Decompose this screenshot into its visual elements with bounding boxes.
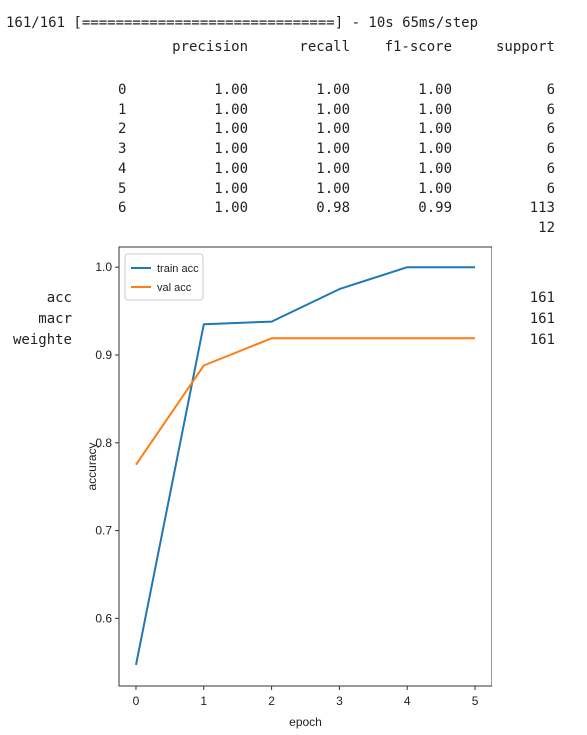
summary-support: 161 <box>529 332 555 348</box>
row-precision: 1.00 <box>214 141 248 158</box>
summary-support: 161 <box>529 311 555 327</box>
legend: train acc val acc <box>124 253 204 301</box>
row-recall: 1.00 <box>316 160 350 177</box>
header-support: support <box>495 39 555 55</box>
series-lines <box>135 266 475 666</box>
row-recall: 1.00 <box>316 101 350 118</box>
row-precision: 1.00 <box>214 82 248 98</box>
axes-frame <box>118 246 492 687</box>
row-precision: 1.00 <box>214 160 248 177</box>
row-recall: 1.00 <box>316 141 350 158</box>
y-tick-label: 0.7 <box>95 524 112 538</box>
row-support: 12 <box>538 219 555 236</box>
summary-support: 161 <box>529 290 555 306</box>
row-support: 6 <box>546 141 555 158</box>
row-recall: 1.00 <box>316 121 350 138</box>
row-label: 1 <box>118 101 127 118</box>
row-f1-score: 1.00 <box>418 101 452 118</box>
y-tick-label: 0.9 <box>95 348 112 362</box>
summary-label: acc <box>46 290 72 306</box>
legend-box <box>124 253 204 301</box>
accuracy-plot: 0.6 0.7 0.8 0.9 1.0 0 1 2 3 4 5 epoch accuracy tr… <box>72 242 492 735</box>
row-f1-score: 1.00 <box>418 180 452 197</box>
x-tick-label: 4 <box>404 694 411 708</box>
row-f1-score: 1.00 <box>418 141 452 158</box>
row-support: 6 <box>546 160 555 177</box>
y-tick-label: 0.8 <box>95 436 112 450</box>
row-support: 113 <box>529 200 555 217</box>
row-precision: 1.00 <box>214 121 248 138</box>
row-label: 2 <box>118 121 127 138</box>
series-line-1 <box>135 337 475 466</box>
row-f1-score: 0.99 <box>418 200 452 217</box>
y-axis-ticks: 0.6 0.7 0.8 0.9 1.0 <box>95 260 119 625</box>
x-tick-label: 1 <box>200 694 207 708</box>
y-axis-label: accuracy <box>85 442 99 490</box>
row-support: 6 <box>546 82 555 98</box>
summary-label: weighte <box>12 332 72 348</box>
row-precision: 1.00 <box>214 180 248 197</box>
y-tick-label: 1.0 <box>95 260 112 274</box>
row-support: 6 <box>546 101 555 118</box>
row-f1-score: 1.00 <box>418 82 452 98</box>
row-label: 0 <box>118 82 127 98</box>
row-label: 5 <box>118 180 127 197</box>
series-line-0 <box>135 266 475 666</box>
row-recall: 1.00 <box>316 180 350 197</box>
row-precision: 1.00 <box>214 200 248 217</box>
row-support: 6 <box>546 180 555 197</box>
summary-label: macr <box>38 311 72 327</box>
x-tick-label: 0 <box>133 694 140 708</box>
row-recall: 0.98 <box>316 200 350 217</box>
x-tick-label: 5 <box>472 694 479 708</box>
x-axis-label: epoch <box>289 715 322 729</box>
header-f1-score: f1-score <box>384 39 452 55</box>
progress-line: 161/161 [==============================]… <box>6 15 479 31</box>
y-tick-label: 0.6 <box>95 611 112 625</box>
header-recall: recall <box>299 39 350 55</box>
row-label: 3 <box>118 141 127 158</box>
x-tick-label: 3 <box>336 694 343 708</box>
legend-label: train acc <box>157 263 199 275</box>
row-label: 4 <box>118 160 127 177</box>
row-precision: 1.00 <box>214 101 248 118</box>
row-support: 6 <box>546 121 555 138</box>
plot-canvas: 0.6 0.7 0.8 0.9 1.0 0 1 2 3 4 5 epoch accuracy tr… <box>85 246 492 729</box>
legend-label: val acc <box>157 282 192 294</box>
x-axis-ticks: 0 1 2 3 4 5 <box>133 686 479 708</box>
row-f1-score: 1.00 <box>418 121 452 138</box>
row-label: 6 <box>118 200 127 217</box>
x-tick-label: 2 <box>268 694 275 708</box>
row-recall: 1.00 <box>316 82 350 98</box>
row-f1-score: 1.00 <box>418 160 452 177</box>
header-precision: precision <box>172 39 248 55</box>
